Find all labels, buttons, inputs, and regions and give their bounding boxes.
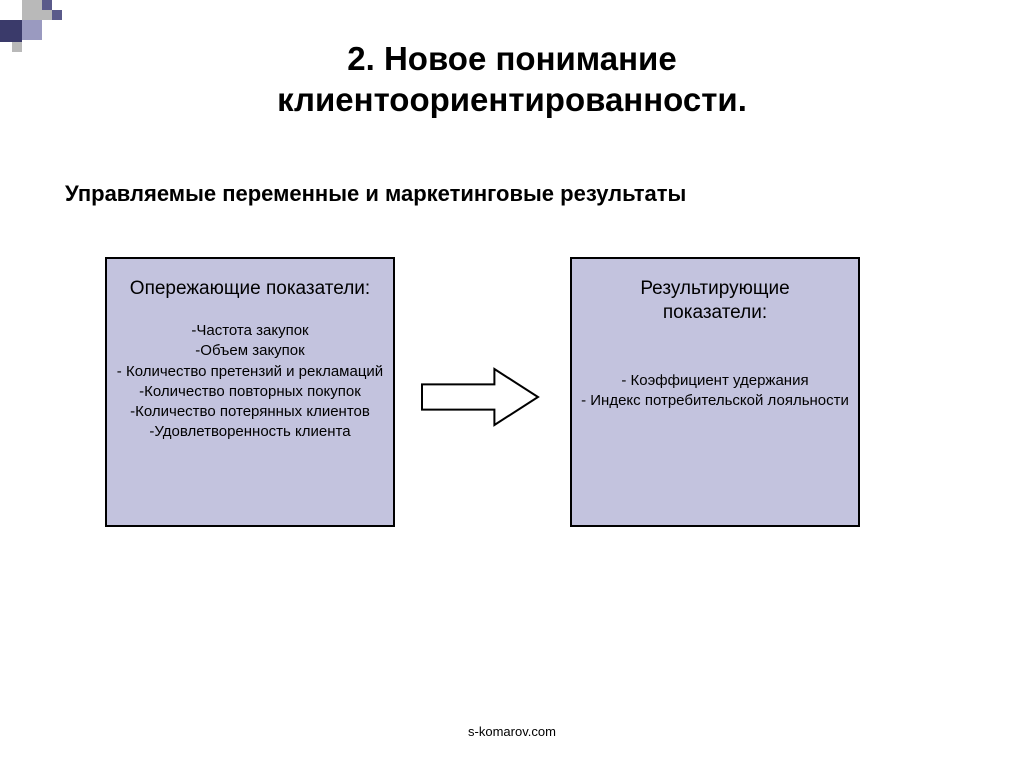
flow-diagram: Опережающие показатели: -Частота закупок…	[0, 257, 1024, 577]
right-box-title-line2: показатели:	[663, 302, 767, 323]
decor-square	[22, 20, 42, 40]
decor-square	[42, 0, 52, 10]
title-line-1: 2. Новое понимание	[347, 40, 676, 77]
decor-square	[42, 10, 52, 20]
decor-square	[0, 20, 22, 42]
list-item: -Удовлетворенность клиента	[115, 422, 385, 442]
slide-subtitle: Управляемые переменные и маркетинговые р…	[65, 181, 1024, 207]
decor-square	[52, 10, 62, 20]
right-box-items: - Коэффициент удержания- Индекс потребит…	[580, 371, 850, 412]
list-item: -Количество потерянных клиентов	[115, 402, 385, 422]
right-box-title-line1: Результирующие	[640, 278, 789, 299]
list-item: - Коэффициент удержания	[580, 371, 850, 391]
slide-title: 2. Новое понимание клиентоориентированно…	[0, 0, 1024, 121]
right-box-title: Результирующие показатели:	[580, 277, 850, 326]
decor-square	[22, 0, 42, 20]
arrow-icon	[420, 367, 540, 427]
corner-decoration	[0, 0, 80, 60]
list-item: -Частота закупок	[115, 321, 385, 341]
title-line-2: клиентоориентированности.	[277, 81, 747, 118]
resulting-indicators-box: Результирующие показатели: - Коэффициент…	[570, 257, 860, 527]
left-box-items: -Частота закупок-Объем закупок- Количест…	[115, 321, 385, 443]
list-item: - Количество претензий и рекламаций	[115, 362, 385, 382]
list-item: -Объем закупок	[115, 341, 385, 361]
decor-square	[12, 42, 22, 52]
footer-text: s-komarov.com	[0, 724, 1024, 739]
list-item: - Индекс потребительской лояльности	[580, 391, 850, 411]
leading-indicators-box: Опережающие показатели: -Частота закупок…	[105, 257, 395, 527]
left-box-title: Опережающие показатели:	[115, 277, 385, 302]
list-item: -Количество повторных покупок	[115, 382, 385, 402]
